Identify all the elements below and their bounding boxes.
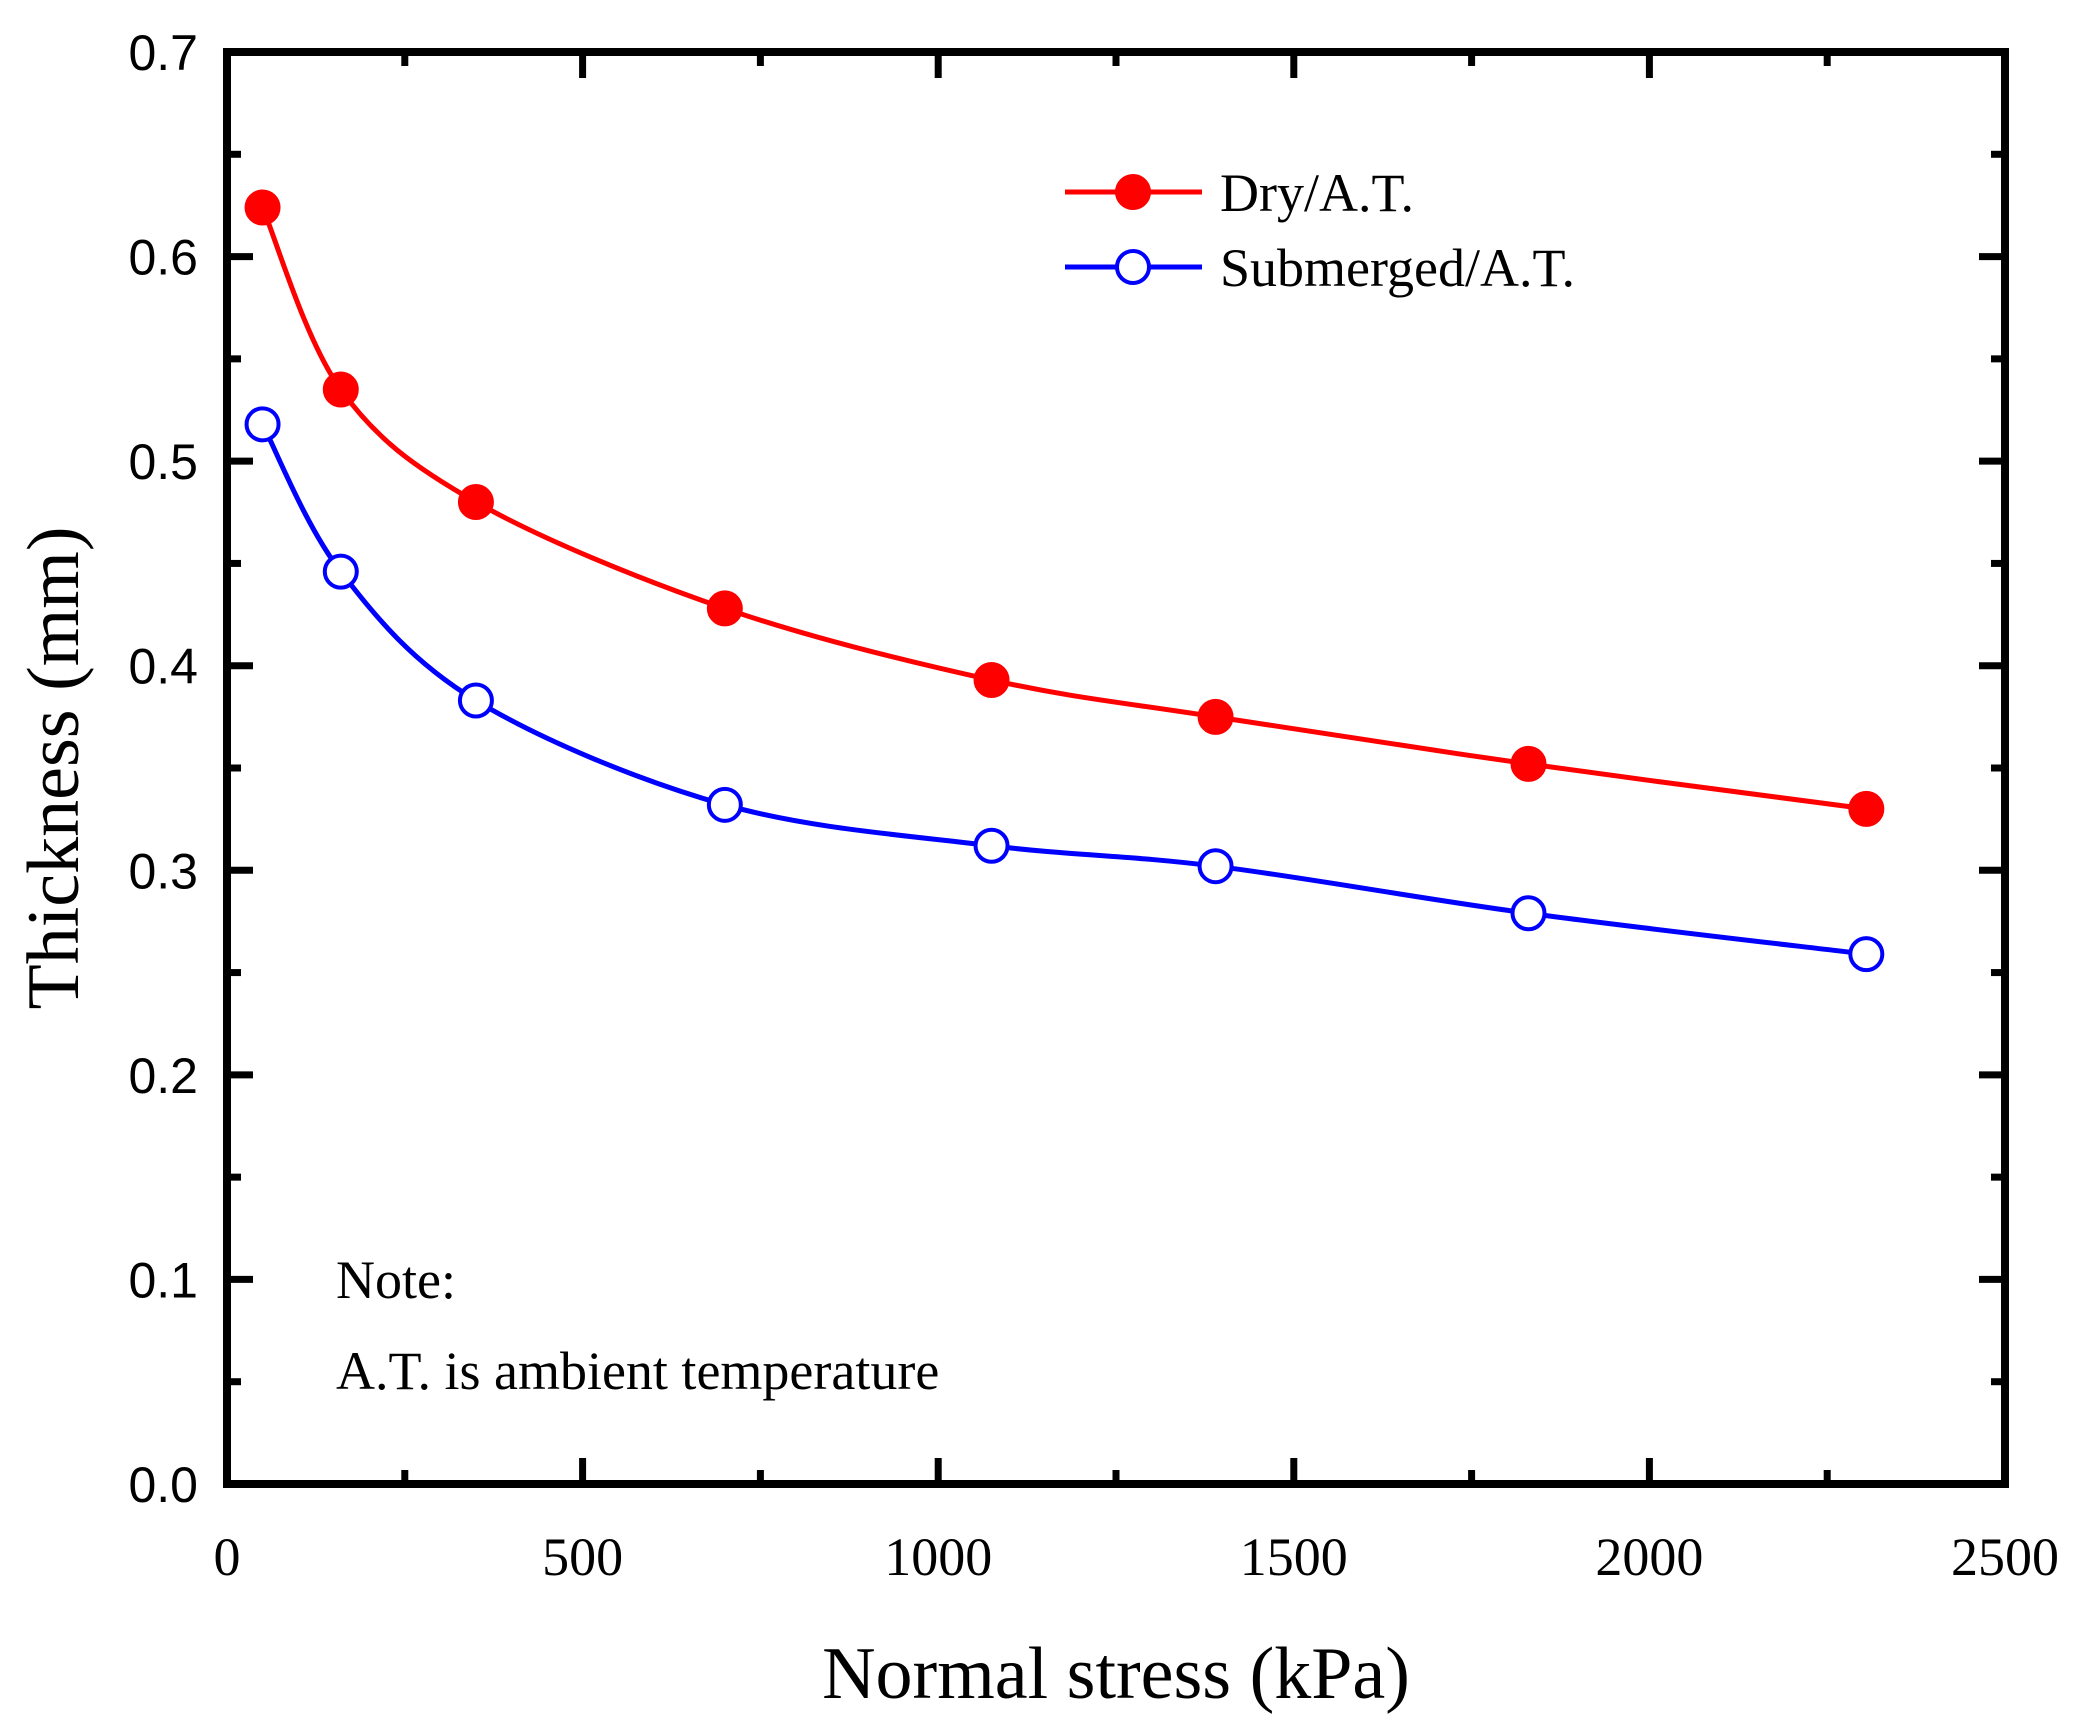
data-point-submerged [322, 553, 359, 590]
data-point-submerged [706, 786, 743, 823]
x-axis-title: Normal stress (kPa) [822, 1633, 1410, 1715]
legend: Dry/A.T. Submerged/A.T. [1065, 163, 1575, 298]
data-point-dry [1510, 745, 1547, 782]
note-body: A.T. is ambient temperature [336, 1341, 939, 1401]
data-point-dry [1848, 790, 1885, 827]
x-tick-label: 1000 [884, 1527, 992, 1587]
series-lines [260, 206, 1867, 957]
data-point-submerged [1510, 895, 1547, 932]
data-point-dry [706, 590, 743, 627]
y-tick-label: 0.6 [128, 230, 198, 286]
x-tick-label: 0 [214, 1527, 241, 1587]
y-tick-label: 0.2 [128, 1048, 198, 1104]
legend-label-dry: Dry/A.T. [1220, 163, 1414, 223]
legend-marker-submerged [1115, 249, 1151, 285]
series-points [244, 189, 1885, 973]
y-axis-ticks [227, 48, 2005, 1488]
x-tick-label: 2000 [1595, 1527, 1703, 1587]
y-tick-label: 0.7 [128, 25, 198, 81]
y-tick-label: 0.0 [128, 1457, 198, 1513]
data-point-submerged [457, 682, 494, 719]
y-tick-label: 0.3 [128, 843, 198, 899]
data-point-dry [457, 484, 494, 521]
y-tick-label: 0.4 [128, 639, 198, 695]
x-tick-label: 1500 [1240, 1527, 1348, 1587]
y-axis-title: Thickness (mm) [13, 527, 95, 1010]
data-point-dry [322, 371, 359, 408]
y-tick-label: 0.1 [128, 1252, 198, 1308]
y-tick-label: 0.5 [128, 434, 198, 490]
data-point-dry [1197, 698, 1234, 735]
series-line-submerged [260, 423, 1867, 957]
data-point-submerged [973, 827, 1010, 864]
data-point-submerged [1197, 848, 1234, 885]
data-point-dry [973, 662, 1010, 699]
note-title: Note: [336, 1250, 456, 1310]
x-axis-tick-labels: 0 500 1000 1500 2000 2500 [214, 1527, 2060, 1587]
data-point-submerged [1848, 936, 1885, 973]
legend-marker-dry [1115, 174, 1151, 210]
data-point-dry [244, 189, 281, 226]
legend-label-submerged: Submerged/A.T. [1220, 238, 1575, 298]
x-tick-label: 2500 [1951, 1527, 2059, 1587]
x-tick-label: 500 [542, 1527, 623, 1587]
y-axis-tick-labels: 0.0 0.1 0.2 0.3 0.4 0.5 0.6 0.7 [128, 25, 198, 1513]
x-axis-ticks [223, 52, 2009, 1484]
data-point-submerged [244, 406, 281, 443]
